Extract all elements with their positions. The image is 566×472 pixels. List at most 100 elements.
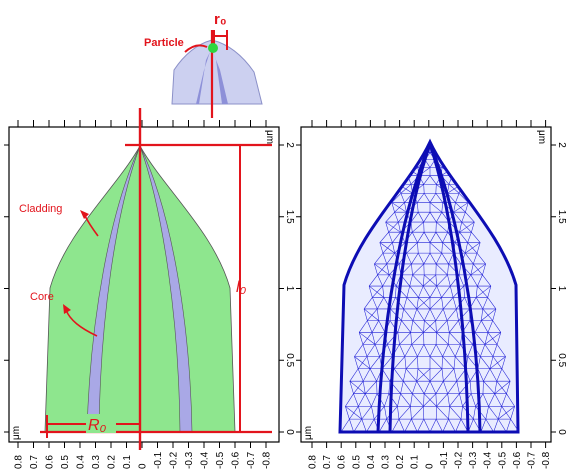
mesh-edge xyxy=(412,221,424,233)
mesh-edge xyxy=(362,381,366,394)
mesh-edge xyxy=(423,320,436,333)
mesh-edge xyxy=(458,193,469,203)
left-y-tick-label: 0 xyxy=(284,429,295,435)
mesh-edge xyxy=(349,380,366,394)
mesh-edge xyxy=(459,380,471,394)
mesh-edge xyxy=(436,406,449,420)
mesh-edge xyxy=(423,253,431,265)
left-y-tick-label: 1 xyxy=(284,286,295,292)
right-x-tick-label: 0.3 xyxy=(381,455,392,469)
mesh-edge xyxy=(475,285,492,298)
mesh-edge xyxy=(447,263,449,275)
mesh-edge xyxy=(429,232,437,243)
left-x-tick-label: 0.5 xyxy=(60,455,71,469)
mesh-edge xyxy=(436,212,443,223)
mesh-edge xyxy=(435,308,444,321)
mesh-edge xyxy=(385,221,401,233)
mesh-edge xyxy=(410,406,412,420)
right-x-tick-label: -0.7 xyxy=(527,451,538,469)
right-x-tick-label: 0.4 xyxy=(366,455,377,469)
mesh-edge xyxy=(501,368,511,382)
mesh-edge xyxy=(494,380,511,394)
mesh-edge xyxy=(368,286,373,298)
mesh-edge xyxy=(395,285,408,298)
mesh-edge xyxy=(411,344,418,357)
mesh-edge xyxy=(441,252,449,265)
mesh-edge xyxy=(411,263,413,275)
mesh-edge xyxy=(398,406,411,420)
mesh-edge xyxy=(409,285,419,298)
mesh-edge xyxy=(429,242,442,254)
mesh-edge xyxy=(441,242,443,254)
mesh-domain xyxy=(338,138,520,434)
mesh-edge xyxy=(429,175,437,185)
mesh-edge xyxy=(448,344,456,357)
right-panel-ticks xyxy=(296,120,556,448)
mesh-edge xyxy=(480,344,486,357)
mesh-edge xyxy=(416,297,419,309)
mesh-edge xyxy=(423,393,437,407)
mesh-edge xyxy=(417,212,424,223)
mesh-edge xyxy=(459,222,462,233)
mesh-edge xyxy=(429,356,443,369)
mesh-edge xyxy=(496,381,507,394)
right-y-tick-label: 0.5 xyxy=(556,353,566,367)
mesh-edge xyxy=(403,308,414,321)
mesh-edge xyxy=(442,356,455,369)
mesh-edge xyxy=(401,308,404,321)
mesh-edge xyxy=(465,242,468,254)
cladding-label: Cladding xyxy=(19,203,62,215)
mesh-edge xyxy=(410,212,419,223)
mesh-edge xyxy=(412,274,424,287)
mesh-edge xyxy=(497,406,502,420)
mesh-edge xyxy=(480,356,491,369)
mesh-edge xyxy=(448,332,450,345)
mesh-edge xyxy=(417,356,419,369)
right-x-tick-label: -0.2 xyxy=(454,451,465,469)
mesh-edge xyxy=(484,344,494,357)
mesh-edge xyxy=(497,418,507,432)
mesh-edge xyxy=(487,297,497,310)
mesh-edge xyxy=(412,393,424,407)
mesh-edge xyxy=(409,274,413,287)
inset-core-right xyxy=(213,52,228,104)
mesh-edge xyxy=(453,356,456,369)
mesh-edge xyxy=(441,368,444,382)
mesh-edge xyxy=(384,406,387,420)
mesh-edge xyxy=(492,308,497,321)
left-x-tick-label: -0.7 xyxy=(246,451,257,469)
right-x-tick-label: -0.6 xyxy=(512,451,523,469)
mesh-edge xyxy=(384,393,390,407)
mesh-edge xyxy=(403,381,413,394)
mesh-edge xyxy=(394,212,399,223)
mesh-edge xyxy=(492,344,498,357)
mesh-edge xyxy=(366,344,376,357)
mesh-edge xyxy=(404,356,407,369)
mesh-edge xyxy=(443,368,455,382)
mesh-edge xyxy=(399,332,411,345)
mesh-edge xyxy=(449,406,462,420)
mesh-edge xyxy=(349,406,359,420)
mesh-edge xyxy=(436,332,449,345)
mesh-edge xyxy=(367,320,373,333)
mesh-edge xyxy=(400,393,411,407)
mesh-edge xyxy=(423,320,425,333)
mesh-edge xyxy=(475,297,483,310)
mesh-edge xyxy=(372,285,383,298)
mesh-edge xyxy=(435,418,443,432)
mesh-edge xyxy=(423,344,431,357)
mesh-edge xyxy=(429,381,437,394)
mesh-edge xyxy=(506,381,511,394)
mesh-edge xyxy=(340,418,350,432)
mesh-edge xyxy=(381,368,391,382)
mesh-edge xyxy=(403,297,408,310)
mesh-edge xyxy=(498,406,515,420)
mesh-edge xyxy=(405,356,418,369)
mesh-edge xyxy=(388,232,393,243)
mesh-edge xyxy=(458,263,462,275)
mesh-edge xyxy=(473,253,478,265)
right-x-tick-label: -0.5 xyxy=(497,451,508,469)
mesh-edge xyxy=(412,263,425,276)
mesh-edge xyxy=(345,393,354,407)
mesh-edge xyxy=(416,368,431,382)
